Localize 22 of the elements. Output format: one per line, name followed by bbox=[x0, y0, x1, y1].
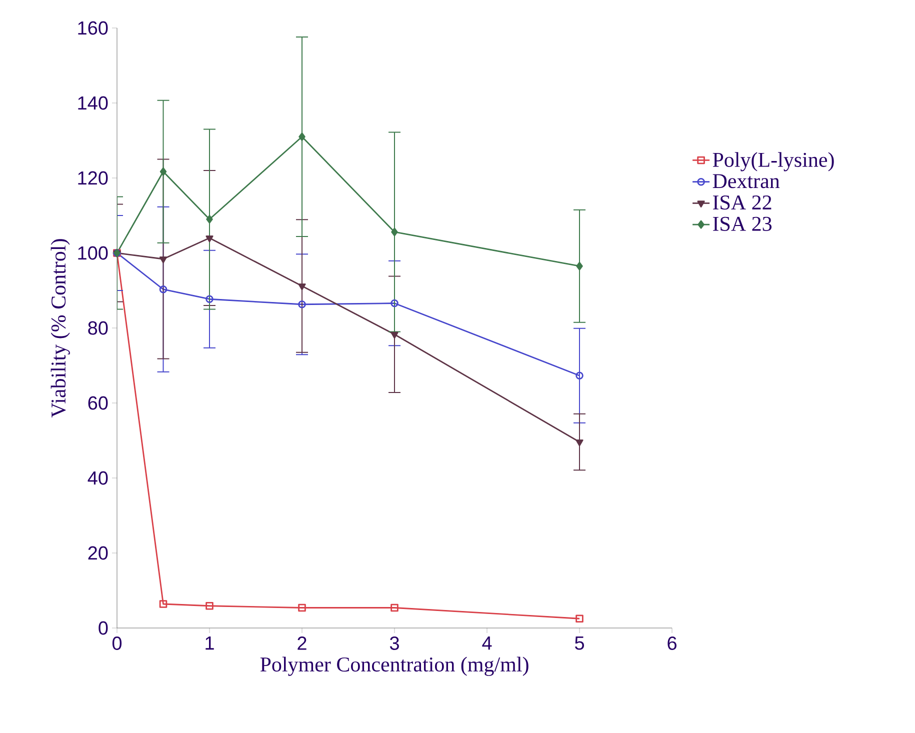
x-tick-label: 5 bbox=[574, 636, 584, 650]
x-tick-label: 4 bbox=[482, 636, 492, 650]
x-tick-label: 1 bbox=[206, 636, 214, 650]
y-tick-label: 100 bbox=[78, 246, 108, 260]
y-tick-label: 40 bbox=[88, 471, 108, 485]
legend-label: Poly(L-lysine) bbox=[712, 152, 834, 172]
x-tick-label: 3 bbox=[390, 636, 399, 650]
legend-label: ISA 23 bbox=[713, 216, 772, 231]
y-tick-label: 160 bbox=[78, 21, 108, 35]
x-axis-title: Polymer Concentration (mg/ml) bbox=[260, 656, 528, 676]
y-axis-title: Viability (% Control) bbox=[50, 239, 70, 418]
x-tick-label: 2 bbox=[298, 636, 306, 650]
x-tick-label: 6 bbox=[668, 636, 676, 650]
y-tick-label: 140 bbox=[78, 96, 108, 110]
legend-label: ISA 22 bbox=[713, 195, 772, 210]
y-tick-label: 0 bbox=[98, 621, 108, 635]
y-tick-label: 120 bbox=[78, 171, 108, 185]
x-tick-label: 0 bbox=[112, 636, 122, 650]
legend-label: Dextran bbox=[712, 174, 780, 188]
y-tick-label: 20 bbox=[88, 546, 108, 560]
y-tick-label: 60 bbox=[88, 396, 108, 410]
y-tick-label: 80 bbox=[88, 321, 108, 335]
